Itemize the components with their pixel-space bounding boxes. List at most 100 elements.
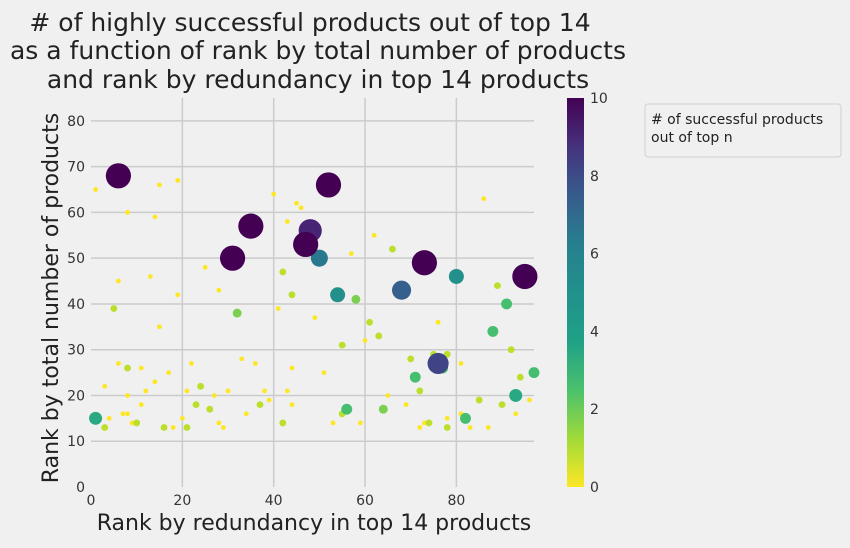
data-point-113 bbox=[421, 420, 427, 426]
data-point-81 bbox=[253, 361, 258, 366]
data-point-114 bbox=[170, 425, 176, 430]
data-point-5 bbox=[315, 172, 342, 198]
data-point-23 bbox=[351, 294, 361, 304]
data-point-67 bbox=[147, 274, 153, 279]
data-point-56 bbox=[175, 177, 181, 183]
data-point-18 bbox=[528, 367, 540, 379]
data-point-109 bbox=[129, 420, 135, 426]
data-point-20 bbox=[89, 411, 103, 425]
data-point-66 bbox=[116, 278, 121, 284]
y-axis-ticks: 0 10 20 30 40 50 60 70 80 bbox=[67, 114, 85, 496]
data-point-70 bbox=[216, 287, 222, 293]
data-point-88 bbox=[184, 388, 190, 394]
x-tick-label-4: 80 bbox=[447, 493, 465, 509]
data-point-32 bbox=[507, 346, 515, 354]
data-point-27 bbox=[338, 341, 346, 349]
data-point-72 bbox=[312, 315, 318, 321]
data-point-59 bbox=[271, 191, 277, 197]
chart-title: # of highly successful products out of t… bbox=[10, 8, 626, 94]
data-point-78 bbox=[166, 370, 172, 375]
data-point-63 bbox=[371, 232, 377, 238]
data-point-96 bbox=[527, 397, 532, 403]
data-point-35 bbox=[498, 401, 506, 409]
data-point-55 bbox=[157, 182, 162, 188]
data-points bbox=[89, 163, 540, 431]
data-point-40 bbox=[206, 405, 214, 413]
data-point-0 bbox=[105, 163, 132, 189]
colorbar-gradient bbox=[567, 98, 584, 487]
x-tick-label-0: 0 bbox=[87, 493, 96, 509]
chart-title-line-2: as a function of rank by total number of… bbox=[10, 36, 626, 65]
data-point-38 bbox=[197, 382, 205, 390]
data-point-48 bbox=[443, 424, 451, 431]
data-point-6 bbox=[310, 249, 328, 267]
data-point-25 bbox=[279, 268, 287, 276]
data-point-101 bbox=[125, 411, 130, 417]
data-point-3 bbox=[293, 231, 319, 258]
legend: # of successful products out of top n bbox=[644, 103, 842, 158]
data-point-100 bbox=[120, 411, 126, 417]
data-point-45 bbox=[183, 424, 191, 431]
data-point-54 bbox=[93, 187, 98, 192]
x-tick-label-2: 40 bbox=[265, 493, 283, 509]
legend-title: # of successful products out of top n bbox=[651, 112, 828, 146]
data-point-7 bbox=[330, 287, 346, 303]
data-point-118 bbox=[485, 425, 491, 430]
data-point-50 bbox=[407, 355, 415, 363]
x-tick-label-3: 60 bbox=[356, 493, 374, 509]
data-point-14 bbox=[409, 371, 421, 383]
chart-title-line-1: # of highly successful products out of t… bbox=[29, 8, 590, 37]
data-point-16 bbox=[487, 325, 499, 337]
data-point-8 bbox=[392, 280, 412, 300]
data-point-43 bbox=[133, 419, 141, 427]
y-tick-label-2: 20 bbox=[67, 388, 85, 404]
data-point-74 bbox=[435, 319, 441, 325]
data-point-111 bbox=[330, 420, 336, 426]
data-point-46 bbox=[101, 424, 109, 431]
data-point-86 bbox=[152, 379, 158, 385]
data-point-28 bbox=[366, 318, 374, 326]
data-point-104 bbox=[513, 411, 519, 417]
colorbar-tick-label-3: 6 bbox=[590, 247, 599, 263]
colorbar-ticks: 0 2 4 6 8 10 bbox=[590, 91, 608, 496]
data-point-87 bbox=[143, 388, 149, 394]
x-tick-label-1: 20 bbox=[173, 493, 191, 509]
colorbar-tick-label-5: 10 bbox=[590, 91, 608, 107]
y-tick-label-0: 0 bbox=[76, 480, 85, 496]
data-point-94 bbox=[266, 397, 272, 403]
x-axis-ticks: 0 20 40 60 80 bbox=[87, 493, 466, 509]
legend-title-line-2: out of top n bbox=[651, 130, 733, 146]
data-point-117 bbox=[467, 425, 473, 430]
data-point-19 bbox=[460, 412, 471, 424]
data-point-99 bbox=[403, 402, 409, 408]
data-point-106 bbox=[106, 415, 112, 421]
data-point-10 bbox=[448, 268, 464, 284]
data-point-42 bbox=[279, 419, 287, 427]
data-point-57 bbox=[125, 210, 130, 215]
plot-area bbox=[91, 98, 534, 487]
data-point-64 bbox=[348, 251, 354, 256]
data-point-30 bbox=[389, 245, 396, 253]
data-point-110 bbox=[216, 420, 222, 426]
colorbar-tick-label-1: 2 bbox=[590, 402, 599, 418]
data-point-108 bbox=[444, 415, 450, 421]
data-point-60 bbox=[294, 200, 299, 206]
data-point-82 bbox=[289, 365, 295, 371]
data-point-92 bbox=[125, 393, 130, 398]
data-point-102 bbox=[243, 411, 249, 417]
data-point-93 bbox=[211, 393, 217, 398]
data-point-112 bbox=[358, 420, 363, 426]
colorbar-tick-label-2: 4 bbox=[590, 324, 599, 340]
data-point-73 bbox=[157, 324, 162, 330]
colorbar: 0 2 4 6 8 10 bbox=[567, 91, 608, 496]
data-point-21 bbox=[341, 403, 353, 415]
data-point-107 bbox=[179, 415, 185, 421]
y-tick-label-1: 10 bbox=[67, 434, 85, 450]
data-point-71 bbox=[275, 306, 281, 311]
data-point-80 bbox=[239, 356, 245, 362]
y-tick-label-7: 70 bbox=[67, 160, 85, 176]
x-axis-label: Rank by redundancy in top 14 products bbox=[97, 511, 532, 536]
data-point-95 bbox=[385, 393, 391, 398]
